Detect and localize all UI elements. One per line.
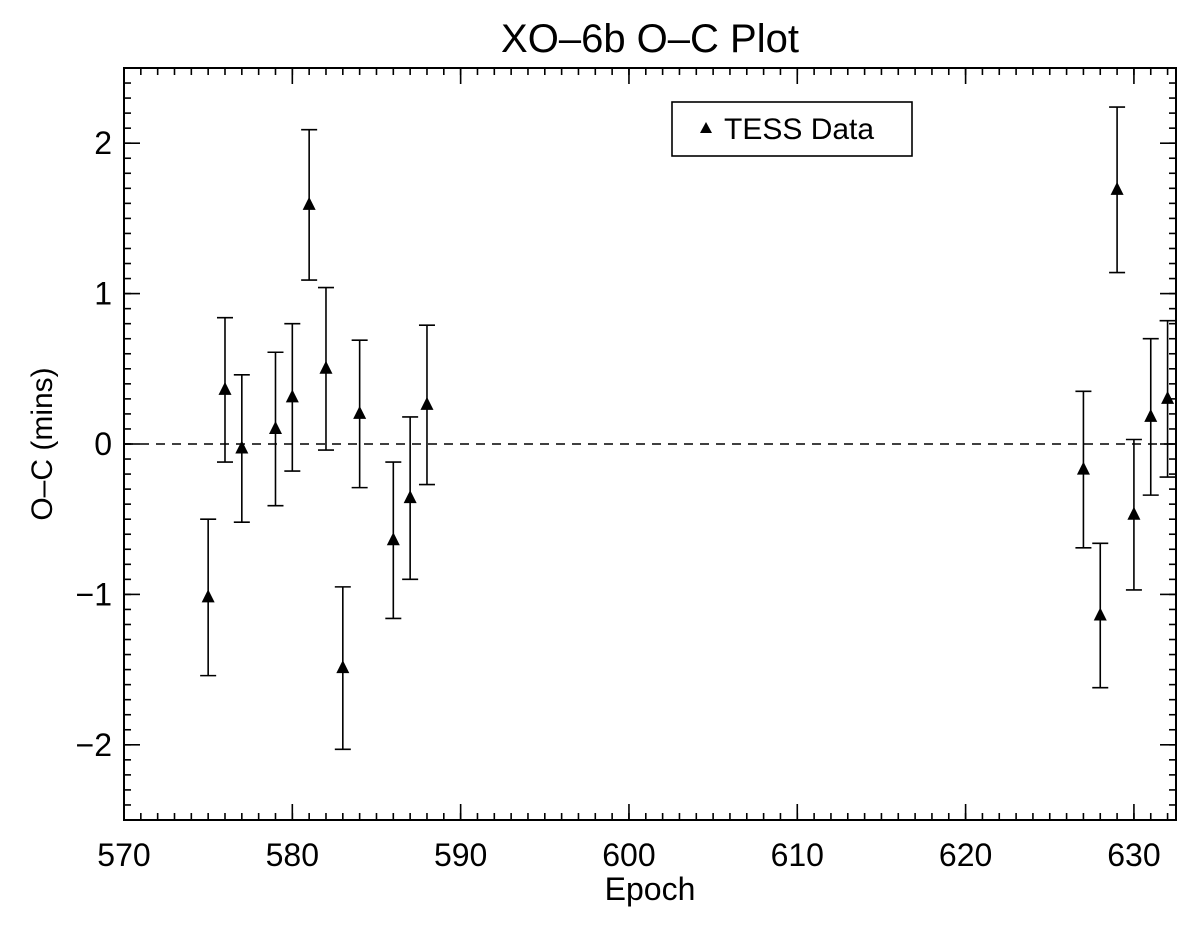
data-point-triangle — [285, 389, 299, 403]
x-tick-label: 600 — [602, 837, 655, 873]
tick-labels: 570 580 590 600 610 620 630 −2 −1 0 1 2 — [76, 125, 1161, 873]
legend-triangle-icon — [700, 122, 712, 133]
x-tick-label: 570 — [97, 837, 150, 873]
legend-box — [671, 101, 913, 157]
data-point-triangle — [403, 490, 417, 504]
plot-frame — [123, 67, 1177, 821]
data-point-triangle — [1144, 408, 1158, 422]
data-point-triangle — [1127, 506, 1141, 520]
data-point-triangle — [1161, 390, 1175, 404]
data-point-triangle — [319, 360, 333, 374]
data-point-triangle — [268, 420, 282, 434]
chart-title: XO–6b O–C Plot — [501, 17, 799, 61]
data-point-triangle — [235, 440, 249, 454]
data-point-triangle — [201, 589, 215, 603]
data-points — [200, 106, 1176, 751]
data-point-triangle — [336, 660, 350, 674]
x-tick-label: 590 — [434, 837, 487, 873]
data-point-triangle — [302, 196, 316, 210]
data-point-triangle — [353, 405, 367, 419]
data-point-triangle — [1076, 461, 1090, 475]
x-tick-label: 580 — [266, 837, 319, 873]
y-tick-label: 1 — [94, 276, 112, 312]
legend-label: TESS Data — [724, 113, 874, 146]
y-tick-label: 0 — [94, 426, 112, 462]
y-tick-label: −1 — [76, 576, 112, 612]
legend: TESS Data — [671, 101, 913, 157]
y-axis-label: O–C (mins) — [26, 367, 59, 520]
y-tick-label: 2 — [94, 125, 112, 161]
data-point-triangle — [386, 532, 400, 546]
x-tick-label: 610 — [771, 837, 824, 873]
x-tick-label: 620 — [939, 837, 992, 873]
axis-ticks — [123, 67, 1176, 821]
data-point-triangle — [1110, 181, 1124, 195]
x-axis-label: Epoch — [605, 871, 696, 907]
data-point-triangle — [1093, 607, 1107, 621]
y-tick-label: −2 — [76, 727, 112, 763]
data-point-triangle — [218, 381, 232, 395]
data-point-triangle — [420, 396, 434, 410]
x-tick-label: 630 — [1107, 837, 1160, 873]
